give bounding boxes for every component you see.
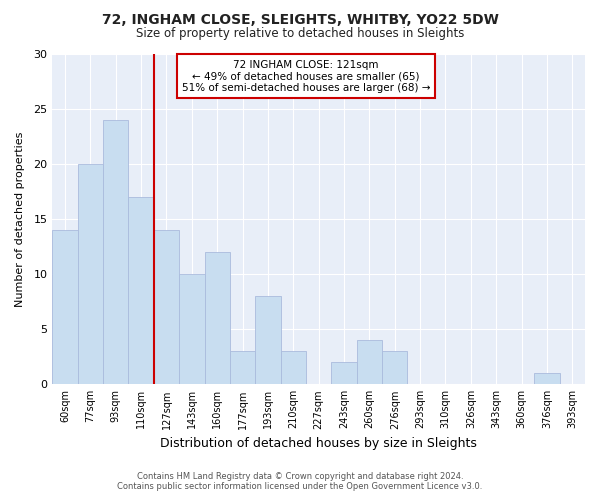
Bar xyxy=(255,296,281,384)
X-axis label: Distribution of detached houses by size in Sleights: Distribution of detached houses by size … xyxy=(160,437,477,450)
Bar xyxy=(382,352,407,384)
Text: 72, INGHAM CLOSE, SLEIGHTS, WHITBY, YO22 5DW: 72, INGHAM CLOSE, SLEIGHTS, WHITBY, YO22… xyxy=(101,12,499,26)
Bar xyxy=(154,230,179,384)
Bar xyxy=(128,197,154,384)
Text: 72 INGHAM CLOSE: 121sqm
← 49% of detached houses are smaller (65)
51% of semi-de: 72 INGHAM CLOSE: 121sqm ← 49% of detache… xyxy=(182,60,430,92)
Bar xyxy=(77,164,103,384)
Bar xyxy=(281,352,306,384)
Y-axis label: Number of detached properties: Number of detached properties xyxy=(15,132,25,307)
Bar xyxy=(534,374,560,384)
Bar xyxy=(230,352,255,384)
Text: Size of property relative to detached houses in Sleights: Size of property relative to detached ho… xyxy=(136,28,464,40)
Bar xyxy=(179,274,205,384)
Bar xyxy=(103,120,128,384)
Bar xyxy=(331,362,357,384)
Bar xyxy=(52,230,77,384)
Bar xyxy=(205,252,230,384)
Text: Contains HM Land Registry data © Crown copyright and database right 2024.
Contai: Contains HM Land Registry data © Crown c… xyxy=(118,472,482,491)
Bar xyxy=(357,340,382,384)
